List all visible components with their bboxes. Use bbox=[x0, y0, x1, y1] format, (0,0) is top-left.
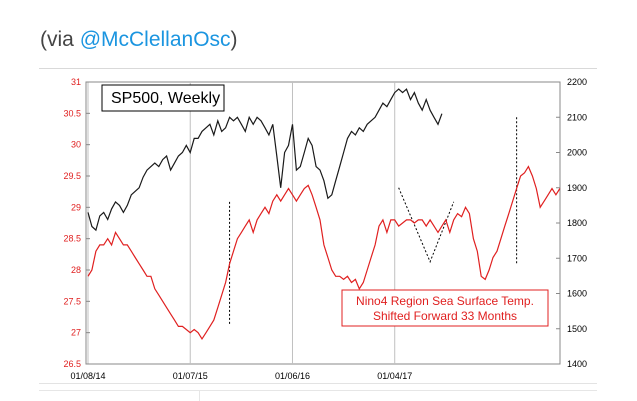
left-tick-label: 27.5 bbox=[63, 296, 81, 306]
right-tick-label: 1700 bbox=[567, 253, 587, 263]
chart-image-frame bbox=[39, 68, 597, 384]
right-tick-label: 2100 bbox=[567, 112, 587, 122]
sp500-line bbox=[87, 88, 443, 232]
right-tick-label: 1900 bbox=[567, 183, 587, 193]
left-tick-label: 30.5 bbox=[63, 108, 81, 118]
annotation-line-1: Nino4 Region Sea Surface Temp. bbox=[356, 294, 534, 308]
right-tick-label: 1400 bbox=[567, 359, 587, 369]
right-axis-ticks: 2200 2100 2000 1900 1800 1700 1600 1500 1400 bbox=[556, 77, 587, 369]
annotation-box bbox=[341, 289, 549, 327]
nino4-line bbox=[87, 165, 561, 341]
x-tick-label: 01/08/14 bbox=[70, 371, 105, 381]
left-axis-ticks: 31 30.5 30 29.5 29 28.5 28 27.5 27 26.5 bbox=[63, 77, 90, 369]
chart-title: SP500, Weekly bbox=[111, 90, 220, 107]
left-tick-label: 28.5 bbox=[63, 234, 81, 244]
caption-prefix: (via bbox=[40, 28, 80, 51]
x-axis-ticks: 01/08/14 01/07/15 01/06/16 01/04/17 bbox=[70, 371, 412, 381]
dotted-guide-2 bbox=[398, 187, 455, 264]
right-tick-label: 1500 bbox=[567, 324, 587, 334]
left-tick-label: 31 bbox=[71, 77, 81, 87]
mention-link[interactable]: @McClellanOsc bbox=[79, 28, 231, 51]
right-tick-label: 2000 bbox=[567, 148, 587, 158]
caption-suffix: ) bbox=[230, 28, 238, 51]
left-tick-label: 26.5 bbox=[63, 359, 81, 369]
annotation-line-2: Shifted Forward 33 Months bbox=[373, 309, 517, 323]
tweet-footer-divider bbox=[39, 390, 597, 401]
footer-left-cell bbox=[39, 391, 200, 401]
x-tick-label: 01/07/15 bbox=[173, 371, 208, 381]
left-tick-label: 27 bbox=[71, 328, 81, 338]
left-tick-label: 28 bbox=[71, 265, 81, 275]
right-tick-label: 2200 bbox=[567, 77, 587, 87]
title-box bbox=[101, 84, 225, 112]
x-tick-label: 01/06/16 bbox=[275, 371, 310, 381]
series-lines bbox=[87, 88, 561, 341]
tweet-caption: (via @McClellanOsc) bbox=[40, 28, 238, 52]
left-tick-label: 29.5 bbox=[63, 171, 81, 181]
left-tick-label: 29 bbox=[71, 202, 81, 212]
right-tick-label: 1800 bbox=[567, 218, 587, 228]
x-tick-label: 01/04/17 bbox=[377, 371, 412, 381]
left-tick-label: 30 bbox=[71, 140, 81, 150]
right-tick-label: 1600 bbox=[567, 289, 587, 299]
